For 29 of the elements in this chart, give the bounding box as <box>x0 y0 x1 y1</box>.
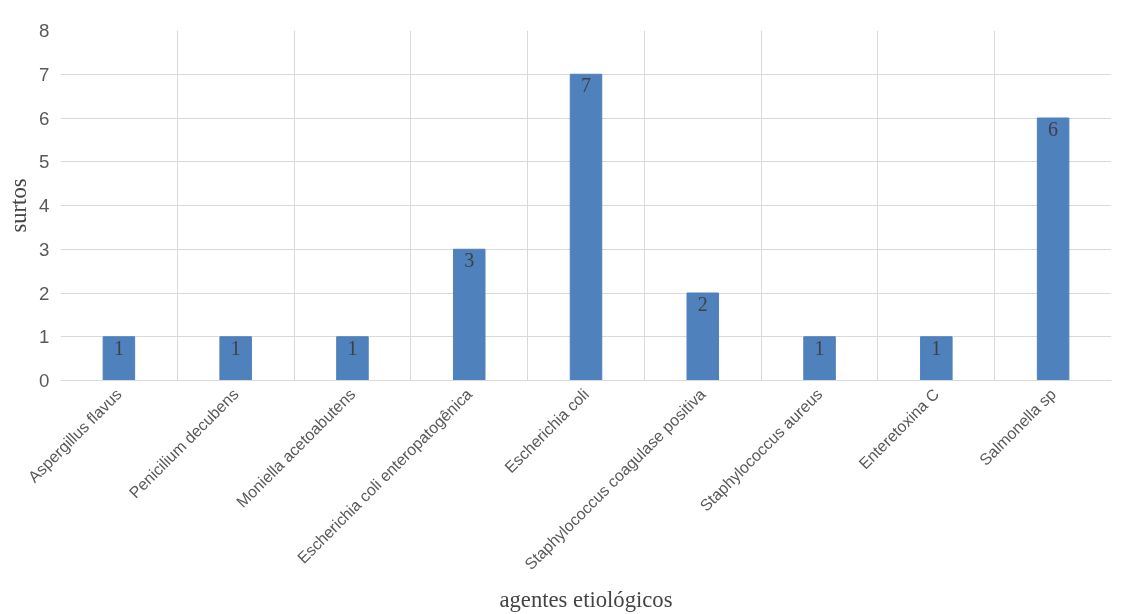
data-label: 1 <box>113 336 124 359</box>
y-tick-label: 5 <box>39 151 50 173</box>
bar <box>569 73 603 381</box>
data-label: 6 <box>1048 118 1059 140</box>
bar <box>336 336 369 381</box>
bar <box>219 336 252 381</box>
bar <box>920 336 953 381</box>
data-label: 2 <box>697 293 708 315</box>
y-tick-label: 6 <box>39 107 50 129</box>
data-label: 1 <box>230 336 241 359</box>
y-tick-label: 2 <box>39 282 50 304</box>
bar <box>686 292 720 381</box>
bar <box>102 336 136 381</box>
y-axis-title: surtos <box>6 178 32 233</box>
data-label: 1 <box>347 336 358 359</box>
data-label: 3 <box>464 249 475 272</box>
bar <box>803 336 836 381</box>
data-label: 1 <box>931 336 942 359</box>
y-tick-label: 0 <box>39 370 50 391</box>
bar <box>1036 117 1070 381</box>
y-tick-label: 8 <box>39 20 50 41</box>
y-tick-label: 7 <box>39 63 50 85</box>
bar <box>452 248 486 381</box>
data-label: 7 <box>581 74 591 97</box>
data-label: 1 <box>814 336 825 359</box>
y-tick-label: 3 <box>39 238 50 260</box>
y-tick-label: 4 <box>39 195 50 216</box>
x-axis-title: agentes etiológicos <box>499 586 673 612</box>
y-tick-label: 1 <box>39 326 50 348</box>
